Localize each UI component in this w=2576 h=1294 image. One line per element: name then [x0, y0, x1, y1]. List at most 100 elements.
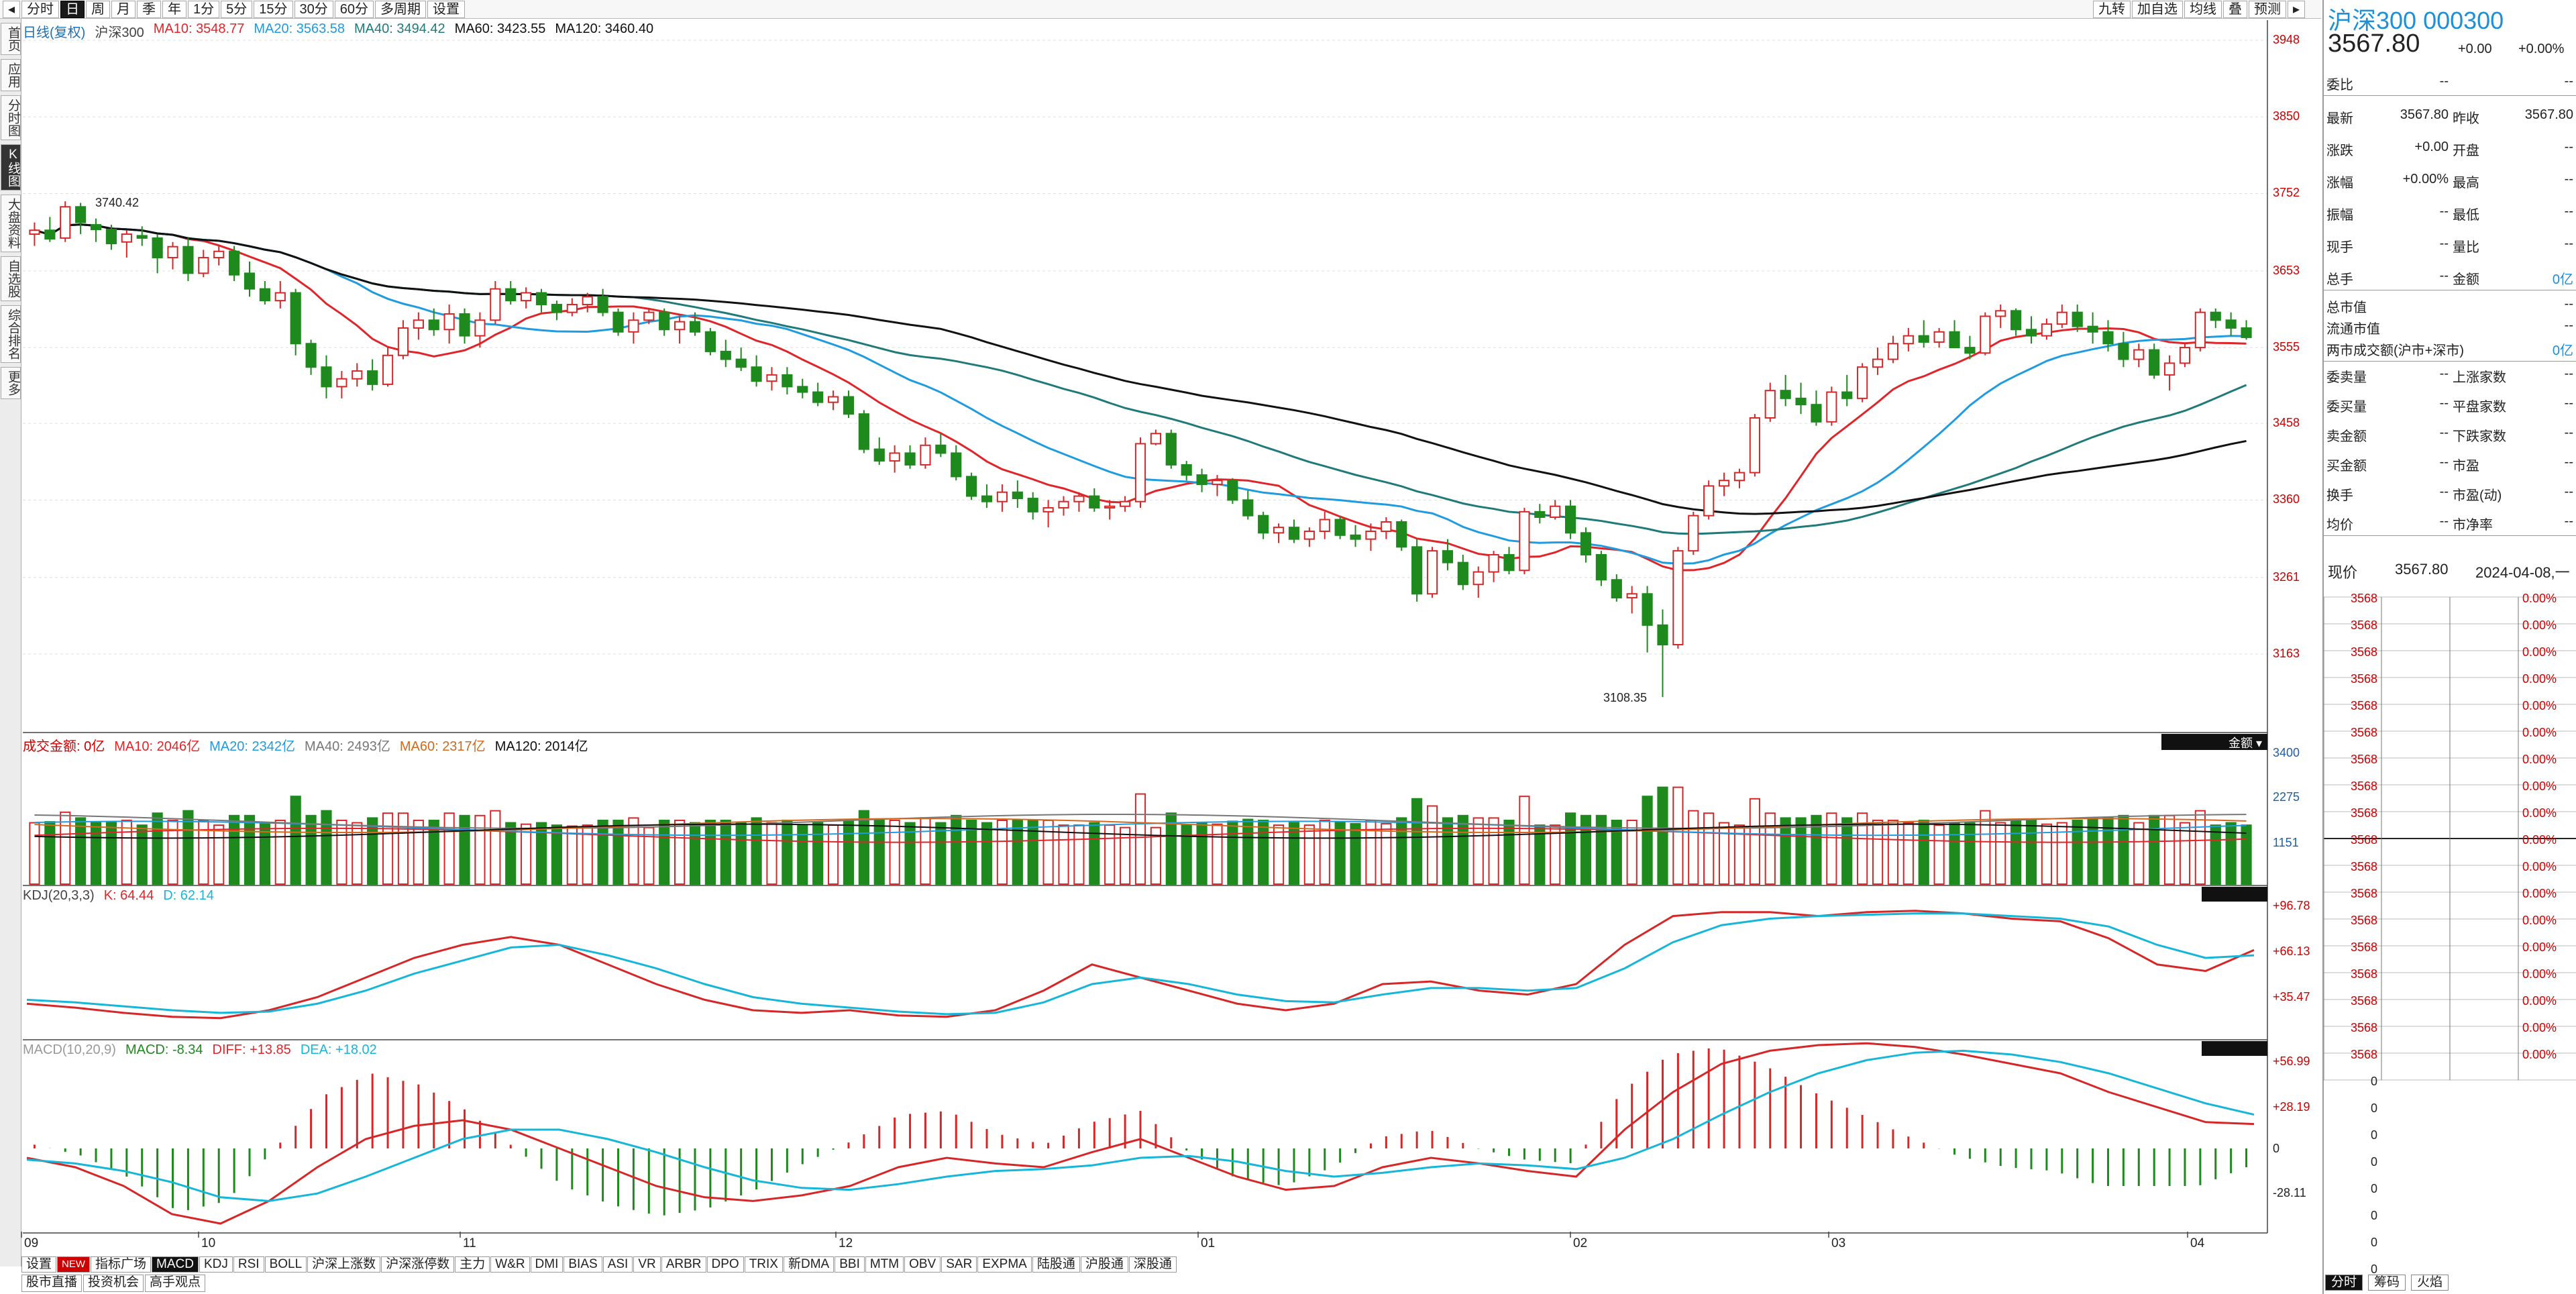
indicator-tab[interactable]: DMI — [530, 1256, 564, 1273]
nine-turn-button[interactable]: 九转 — [2093, 1, 2131, 18]
candle — [2072, 304, 2083, 332]
period-tab-quarterly[interactable]: 季 — [137, 0, 162, 18]
tick-pct-label: 0.00% — [2522, 806, 2557, 820]
volume-bar — [1273, 824, 1285, 885]
indicator-tab[interactable]: NEW — [57, 1256, 91, 1273]
indicator-tab[interactable]: EXPMA — [977, 1256, 1032, 1273]
candle — [1580, 527, 1592, 563]
candle — [1688, 511, 1699, 555]
period-tab-60min[interactable]: 60分 — [334, 0, 374, 18]
volume-bar — [1027, 819, 1038, 885]
nav-intraday[interactable]: 分时图 — [1, 95, 21, 140]
candle — [735, 347, 747, 372]
indicator-tab[interactable]: 沪深涨停数 — [381, 1256, 455, 1273]
indicator-tab[interactable]: DPO — [706, 1256, 744, 1273]
indicator-tab[interactable]: VR — [633, 1256, 661, 1273]
panel-tab-intraday[interactable]: 分时 — [2325, 1275, 2363, 1291]
period-tab-weekly[interactable]: 周 — [86, 0, 111, 18]
macd-title[interactable]: MACD(10,20,9) — [23, 1042, 116, 1057]
candle — [812, 382, 824, 407]
kdj-panel-button[interactable] — [2202, 887, 2267, 902]
candle — [290, 288, 301, 356]
panel-tab-flame[interactable]: 火焰 — [2411, 1275, 2449, 1291]
info-tab[interactable]: 高手观点 — [145, 1275, 206, 1292]
indicator-tab[interactable]: BBI — [835, 1256, 865, 1273]
indicator-tab[interactable]: 沪深上涨数 — [307, 1256, 381, 1273]
candle — [1334, 515, 1346, 539]
macd-panel-button[interactable] — [2202, 1041, 2267, 1056]
nav-market-info[interactable]: 大盘资料 — [1, 195, 21, 252]
forecast-button[interactable]: 预测 — [2249, 1, 2286, 18]
quote-label: 两市成交额(沪市+深市) — [2326, 343, 2464, 358]
toolbar-back-icon[interactable]: ◂ — [3, 0, 21, 18]
overlay-button[interactable]: 叠 — [2223, 1, 2247, 18]
indicator-tab[interactable]: RSI — [233, 1256, 264, 1273]
period-tab-multi[interactable]: 多周期 — [375, 0, 427, 18]
indicator-tab[interactable]: SAR — [941, 1256, 977, 1273]
volume-bar — [1426, 805, 1438, 885]
volume-bar — [321, 810, 332, 885]
candle — [827, 390, 839, 411]
indicator-tab[interactable]: ASI — [602, 1256, 633, 1273]
indicator-tab[interactable]: ARBR — [661, 1256, 706, 1273]
indicator-tab[interactable]: 陆股通 — [1032, 1256, 1080, 1273]
indicator-tab[interactable]: 指标广场 — [91, 1256, 152, 1273]
volume-bar — [229, 814, 240, 885]
kdj-title[interactable]: KDJ(20,3,3) — [23, 888, 95, 903]
candle — [321, 355, 332, 398]
period-tab-15min[interactable]: 15分 — [254, 0, 293, 18]
quote-label: 量比 — [2453, 240, 2479, 255]
chart-type-label[interactable]: 日线(复权) — [23, 25, 86, 40]
indicator-tab[interactable]: 沪股通 — [1080, 1256, 1128, 1273]
kdj-d-value: D: 62.14 — [163, 888, 214, 903]
nav-home[interactable]: 首页 — [1, 23, 21, 55]
month-tick: 04 — [2190, 1236, 2205, 1250]
tick-pct-label: 0.00% — [2522, 1048, 2557, 1061]
kdj-d-line — [26, 912, 2255, 1016]
ma40-legend: MA40: 3494.42 — [354, 21, 445, 36]
period-tab-5min[interactable]: 5分 — [221, 0, 253, 18]
indicator-tab[interactable]: OBV — [904, 1256, 941, 1273]
period-tab-settings[interactable]: 设置 — [427, 0, 466, 18]
period-tab-1min[interactable]: 1分 — [188, 0, 220, 18]
period-tab-30min[interactable]: 30分 — [294, 0, 333, 18]
nav-watchlist[interactable]: 自选股 — [1, 256, 21, 301]
indicator-tab[interactable]: 主力 — [455, 1256, 490, 1273]
indicator-tab[interactable]: BOLL — [264, 1256, 307, 1273]
indicator-tab[interactable]: KDJ — [199, 1256, 233, 1273]
nav-kline[interactable]: K线图 — [1, 144, 21, 191]
volume-bar — [1120, 826, 1131, 885]
nav-more[interactable]: 更多 — [1, 367, 21, 399]
info-tab[interactable]: 股市直播 — [21, 1275, 83, 1292]
candle — [2241, 320, 2252, 340]
candle — [843, 390, 855, 418]
panel-tab-chips[interactable]: 筹码 — [2368, 1275, 2406, 1291]
volume-bar — [1841, 817, 1853, 885]
nav-ranking[interactable]: 综合排名 — [1, 305, 21, 363]
candle — [1150, 429, 1161, 445]
add-watchlist-button[interactable]: 加自选 — [2132, 1, 2183, 18]
indicator-tab[interactable]: 设置 — [21, 1256, 57, 1273]
period-tab-yearly[interactable]: 年 — [162, 0, 187, 18]
indicator-tab[interactable]: TRIX — [744, 1256, 783, 1273]
period-tab-monthly[interactable]: 月 — [111, 0, 136, 18]
period-tab-intraday[interactable]: 分时 — [21, 0, 60, 18]
volume-mode-dropdown[interactable]: 金额 ▾ — [2161, 734, 2267, 750]
indicator-tab[interactable]: MTM — [865, 1256, 904, 1273]
indicator-tab[interactable]: 深股通 — [1128, 1256, 1177, 1273]
volume-bar — [1964, 822, 1976, 885]
indicator-tab[interactable]: W&R — [490, 1256, 530, 1273]
candle — [966, 472, 977, 500]
indicator-tick-label: -28.11 — [2273, 1186, 2306, 1199]
collapse-icon[interactable]: ▸ — [2288, 1, 2306, 18]
info-tab[interactable]: 投资机会 — [83, 1275, 144, 1292]
period-tab-daily[interactable]: 日 — [60, 0, 85, 18]
kline-chart[interactable] — [0, 0, 2321, 1238]
volume-bar — [2072, 819, 2083, 885]
indicator-tab[interactable]: MACD — [152, 1256, 199, 1273]
indicator-tab[interactable]: 新DMA — [783, 1256, 835, 1273]
ma-button[interactable]: 均线 — [2184, 1, 2222, 18]
indicator-tab[interactable]: BIAS — [564, 1256, 602, 1273]
nav-apps[interactable]: 应用 — [1, 59, 21, 91]
volume-bar — [951, 814, 962, 885]
